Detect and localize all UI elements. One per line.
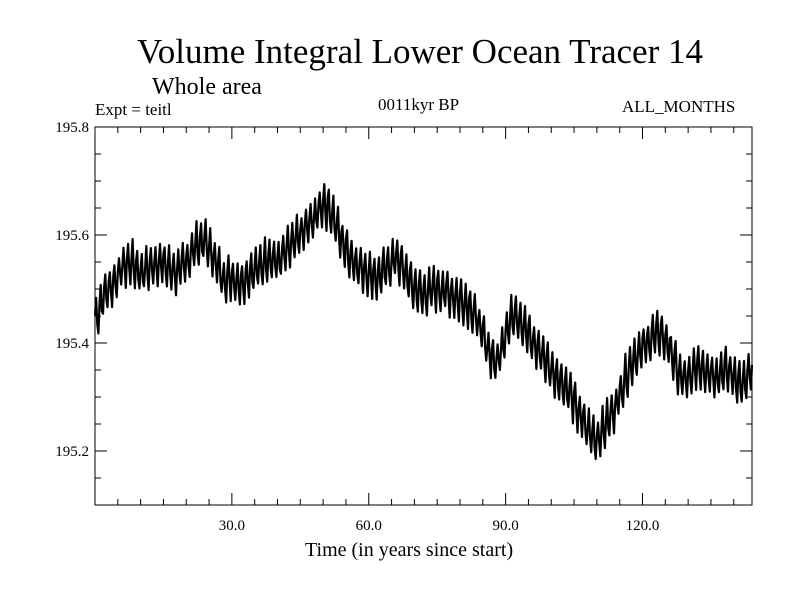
y-tick-label: 195.8: [55, 120, 89, 136]
tick-labels: 30.0 60.0 90.0 120.0 195.2 195.4 195.6 195.8: [55, 120, 659, 534]
chart-title: Volume Integral Lower Ocean Tracer 14: [137, 32, 703, 71]
x-axis-label: Time (in years since start): [305, 539, 514, 561]
data-series-line: [93, 183, 754, 461]
axis-ticks: [95, 127, 752, 505]
x-tick-label: 120.0: [626, 518, 660, 534]
y-tick-label: 195.4: [55, 336, 89, 352]
period-label: 0011kyr BP: [378, 95, 460, 114]
experiment-label: Expt = teitl: [95, 100, 172, 119]
y-tick-label: 195.2: [55, 444, 89, 460]
chart-subtitle: Whole area: [152, 74, 262, 100]
x-tick-label: 90.0: [493, 518, 519, 534]
months-label: ALL_MONTHS: [622, 97, 736, 116]
y-tick-label: 195.6: [55, 228, 89, 244]
x-tick-label: 60.0: [356, 518, 382, 534]
x-tick-label: 30.0: [219, 518, 245, 534]
